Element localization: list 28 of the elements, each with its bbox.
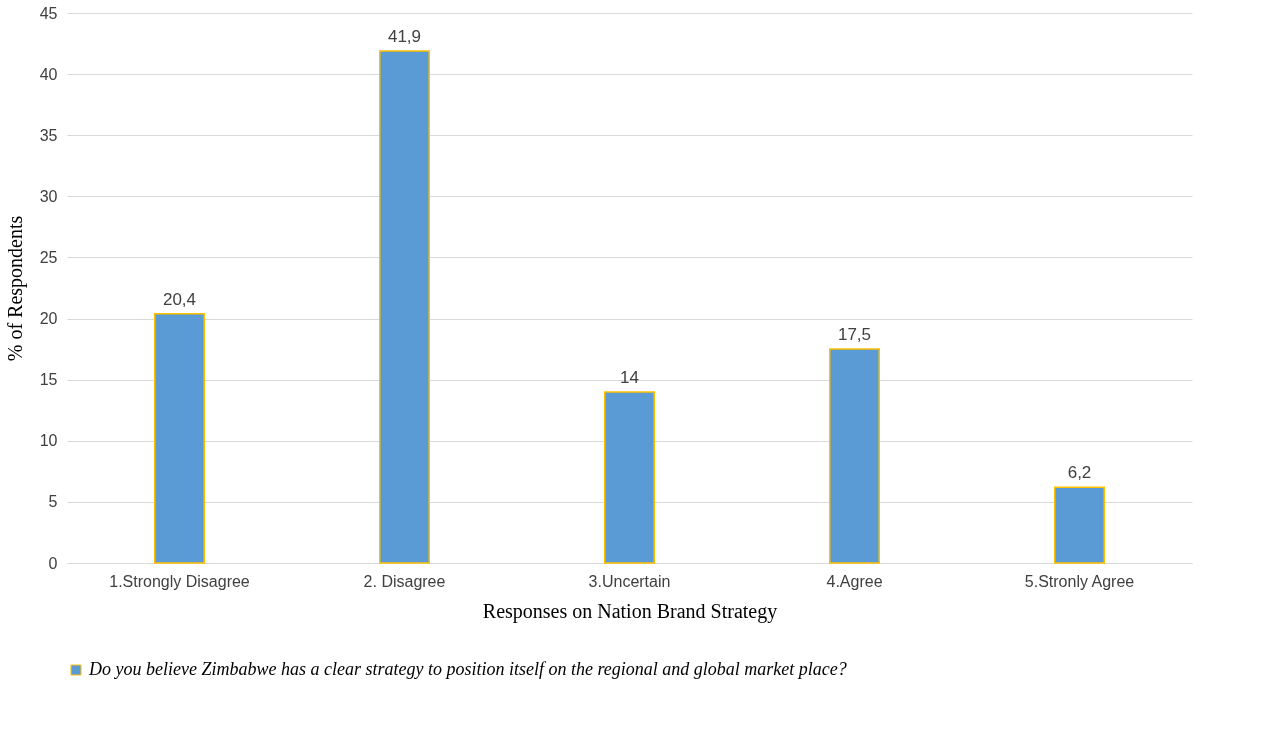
y-tick-label: 20 — [39, 310, 58, 328]
data-label: 20,4 — [162, 289, 197, 309]
bar — [1054, 486, 1105, 564]
data-label: 14 — [620, 367, 639, 387]
bar — [154, 312, 205, 564]
y-tick-label: 35 — [39, 126, 58, 144]
y-tick-label: 15 — [39, 371, 58, 389]
y-tick-label: 25 — [39, 248, 58, 266]
data-label: 6,2 — [1067, 463, 1092, 483]
y-tick-label: 10 — [39, 432, 58, 450]
bar — [379, 50, 430, 564]
y-tick-label: 40 — [39, 65, 58, 83]
x-tick-label: 1.Strongly Disagree — [109, 572, 250, 590]
data-label: 41,9 — [387, 26, 422, 46]
bar — [829, 348, 880, 564]
x-tick-label: 2. Disagree — [363, 572, 446, 590]
x-tick-label: 5.Stronly Agree — [1024, 572, 1135, 590]
data-label: 17,5 — [837, 325, 872, 345]
y-axis-title: % of Respondents — [3, 215, 27, 362]
y-tick-label: 45 — [39, 4, 58, 22]
y-tick-label: 30 — [39, 187, 58, 205]
x-axis-title: Responses on Nation Brand Strategy — [482, 599, 778, 623]
x-tick-label: 3.Uncertain — [588, 572, 671, 590]
y-tick-label: 0 — [48, 554, 58, 572]
x-tick-label: 4.Agree — [826, 572, 883, 590]
legend-label: Do you believe Zimbabwe has a clear strategy to position itself on the regional and global market place? — [88, 659, 847, 679]
bar — [604, 391, 655, 564]
y-tick-label: 5 — [48, 493, 58, 511]
